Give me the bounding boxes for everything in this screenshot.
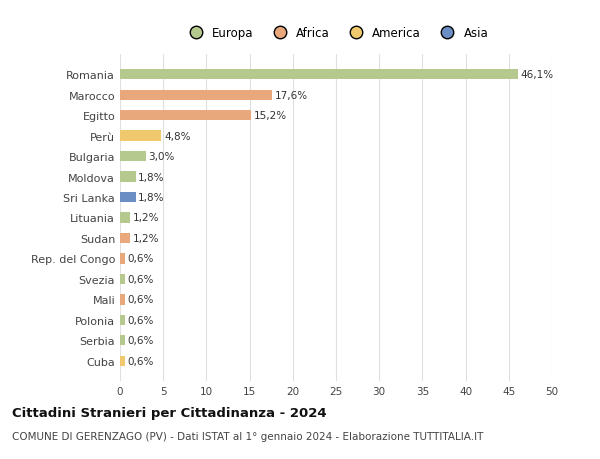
Bar [120, 131, 161, 141]
Bar [120, 233, 130, 244]
Text: 1,8%: 1,8% [138, 172, 164, 182]
Text: 4,8%: 4,8% [164, 131, 191, 141]
Text: 0,6%: 0,6% [128, 315, 154, 325]
Text: 0,6%: 0,6% [128, 336, 154, 346]
Text: 1,2%: 1,2% [133, 213, 160, 223]
Text: 15,2%: 15,2% [254, 111, 287, 121]
Bar [120, 295, 125, 305]
Bar [120, 315, 125, 325]
Bar [120, 254, 125, 264]
Text: 0,6%: 0,6% [128, 274, 154, 284]
Bar [120, 111, 251, 121]
Text: 1,8%: 1,8% [138, 193, 164, 202]
Bar [120, 274, 125, 285]
Text: 0,6%: 0,6% [128, 356, 154, 366]
Text: 1,2%: 1,2% [133, 234, 160, 243]
Text: Cittadini Stranieri per Cittadinanza - 2024: Cittadini Stranieri per Cittadinanza - 2… [12, 406, 326, 419]
Bar [120, 172, 136, 182]
Bar [120, 336, 125, 346]
Text: COMUNE DI GERENZAGO (PV) - Dati ISTAT al 1° gennaio 2024 - Elaborazione TUTTITAL: COMUNE DI GERENZAGO (PV) - Dati ISTAT al… [12, 431, 484, 442]
Bar [120, 151, 146, 162]
Text: 0,6%: 0,6% [128, 254, 154, 264]
Text: 3,0%: 3,0% [149, 152, 175, 162]
Bar [120, 213, 130, 223]
Text: 0,6%: 0,6% [128, 295, 154, 305]
Bar [120, 356, 125, 366]
Text: 46,1%: 46,1% [521, 70, 554, 80]
Bar [120, 70, 518, 80]
Text: 17,6%: 17,6% [275, 90, 308, 101]
Bar [120, 90, 272, 101]
Bar [120, 192, 136, 203]
Legend: Europa, Africa, America, Asia: Europa, Africa, America, Asia [179, 22, 493, 44]
